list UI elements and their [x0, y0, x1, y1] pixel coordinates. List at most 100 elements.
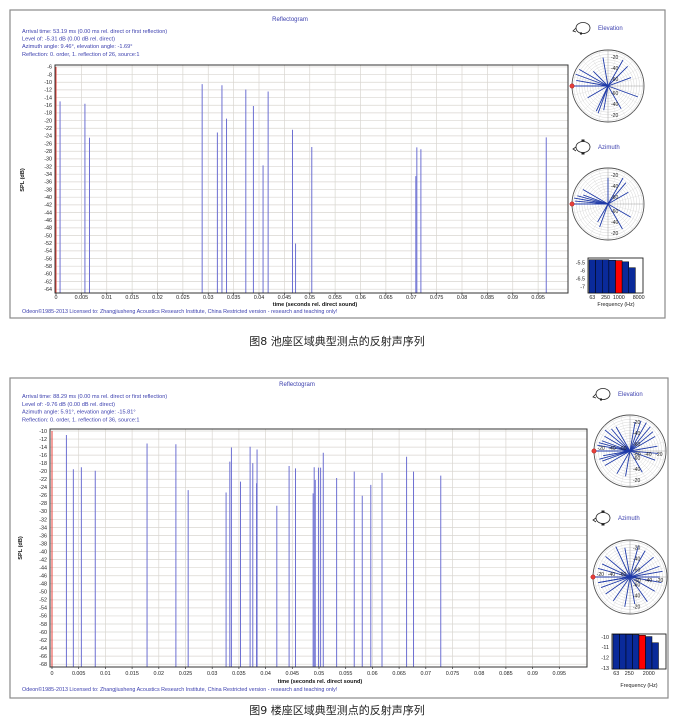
polar-ring-label: -60: [633, 442, 640, 448]
frequency-y-tick-label: -7: [580, 284, 585, 290]
y-tick-label: -14: [39, 445, 47, 451]
reflection-direction-ray: [600, 576, 631, 588]
y-tick-label: -34: [39, 525, 47, 531]
x-tick-label: 0.04: [254, 295, 265, 301]
polar-ring-label: -40: [611, 184, 618, 190]
elevation-label: Elevation: [618, 392, 643, 398]
reflection-direction-ray: [602, 57, 609, 87]
polar-ring-label: -60: [634, 578, 641, 584]
y-tick-label: -60: [39, 630, 47, 636]
reflection-direction-ray: [601, 440, 631, 452]
x-tick-label: 0.015: [125, 671, 139, 677]
y-tick-label: -60: [44, 272, 52, 278]
frequency-band-bar: [602, 259, 610, 294]
frequency-band-bar: [619, 633, 627, 670]
y-tick-label: -42: [44, 203, 52, 209]
y-tick-label: -46: [39, 574, 47, 580]
x-tick-label: 0.025: [176, 295, 190, 301]
frequency-x-tick-label: 63: [613, 671, 619, 677]
polar-ring-label: -40: [611, 66, 618, 72]
reflection-direction-ray: [607, 177, 624, 205]
azimuth-head-icon: [592, 510, 611, 526]
y-tick-label: -20: [44, 118, 52, 124]
polar-ring-label: -20: [656, 578, 663, 584]
reflection-direction-ray: [624, 576, 631, 607]
y-tick-label: -52: [39, 598, 47, 604]
y-tick-label: -40: [39, 549, 47, 555]
x-tick-label: 0.01: [102, 295, 113, 301]
x-tick-label: 0.005: [75, 295, 89, 301]
y-tick-label: -14: [44, 95, 52, 101]
y-tick-label: -64: [39, 646, 47, 652]
frequency-y-tick-label: -13: [601, 666, 609, 672]
y-tick-label: -6: [47, 65, 52, 71]
plot-border: [49, 428, 588, 668]
polar-ring-label: -20: [633, 420, 640, 426]
frequency-band-bar: [651, 642, 659, 670]
frequency-y-tick-label: -5.5: [576, 261, 585, 267]
y-tick-label: -12: [39, 437, 47, 443]
polar-ring-label: -20: [597, 446, 604, 452]
x-tick-label: 0.035: [232, 671, 246, 677]
figure-8: Reflectogram Arrival time: 53.19 ms (0.00…: [9, 9, 666, 319]
y-tick-label: -8: [47, 72, 52, 78]
y-tick-label: -16: [44, 103, 52, 109]
reflection-direction-ray: [607, 59, 624, 87]
reflection-info-line: Reflection: 0. order, 1. reflection of 2…: [22, 52, 140, 58]
x-tick-label: 0: [55, 295, 58, 301]
reflection-direction-ray: [629, 550, 646, 578]
frequency-x-tick-label: 63: [589, 295, 595, 301]
y-tick-label: -38: [39, 541, 47, 547]
reflection-direction-ray: [576, 79, 609, 87]
y-tick-label: -50: [44, 233, 52, 239]
reflection-direction-ray: [624, 547, 631, 578]
x-tick-label: 0.01: [100, 671, 111, 677]
reflection-direction-ray: [578, 68, 609, 87]
reflection-direction-ray: [612, 576, 631, 602]
elevation-polar-plot: -20 -20 -40 -40 -60 -60: [569, 49, 645, 123]
y-tick-label: -56: [44, 256, 52, 262]
x-tick-label: 0.005: [72, 671, 86, 677]
y-tick-label: -58: [44, 264, 52, 270]
polar-ring-label: -40: [645, 578, 652, 584]
x-tick-label: 0.075: [446, 671, 460, 677]
reflection-direction-ray: [607, 203, 631, 218]
reflection-direction-ray: [574, 197, 609, 205]
reflection-direction-ray: [629, 445, 658, 452]
reflection-direction-ray: [601, 563, 631, 578]
polar-ring-label: -20: [633, 545, 640, 551]
direct-sound-marker: [569, 201, 575, 207]
reflection-direction-ray: [629, 450, 643, 473]
reflection-direction-ray: [603, 85, 609, 111]
frequency-y-tick-label: -6: [580, 269, 585, 275]
polar-ring-label: -20: [633, 605, 640, 611]
polar-ring-label: -60: [633, 582, 640, 588]
frequency-band-bar: [588, 259, 596, 294]
polar-ring-label: -40: [611, 102, 618, 108]
x-tick-label: 0.07: [406, 295, 417, 301]
reflection-info-line: Level of: -5.31 dB (0.00 dB rel. direct): [22, 37, 115, 43]
reflection-direction-ray: [597, 444, 631, 452]
figure-caption: 图8 池座区域典型测点的反射声序列: [249, 334, 425, 348]
x-tick-label: 0.03: [203, 295, 214, 301]
azimuth-polar-plot: -20-20-20-20-40-40-40-40-60-60-60-60: [590, 539, 668, 615]
plot-border: [54, 64, 569, 294]
reflection-direction-ray: [605, 576, 631, 595]
y-tick-label: -22: [39, 477, 47, 483]
reflection-direction-ray: [629, 556, 654, 578]
polar-ring-label: -60: [619, 572, 626, 578]
reflection-direction-ray: [629, 422, 647, 452]
x-tick-label: 0.045: [286, 671, 300, 677]
y-tick-label: -24: [39, 485, 47, 491]
frequency-x-tick-label: 250: [625, 671, 634, 677]
x-tick-label: 0.08: [457, 295, 468, 301]
license-footer: Odeon©1985-2013 Licensed to: Zhangjiushe…: [22, 308, 338, 315]
polar-ring-label: -20: [655, 452, 662, 458]
y-tick-label: -30: [39, 509, 47, 515]
x-tick-label: 0.02: [154, 671, 165, 677]
x-tick-label: 0.02: [152, 295, 163, 301]
reflection-info-line: Azimuth angle: 9.46°, elevation angle: -…: [22, 44, 133, 50]
polar-ring-label: -20: [633, 478, 640, 484]
